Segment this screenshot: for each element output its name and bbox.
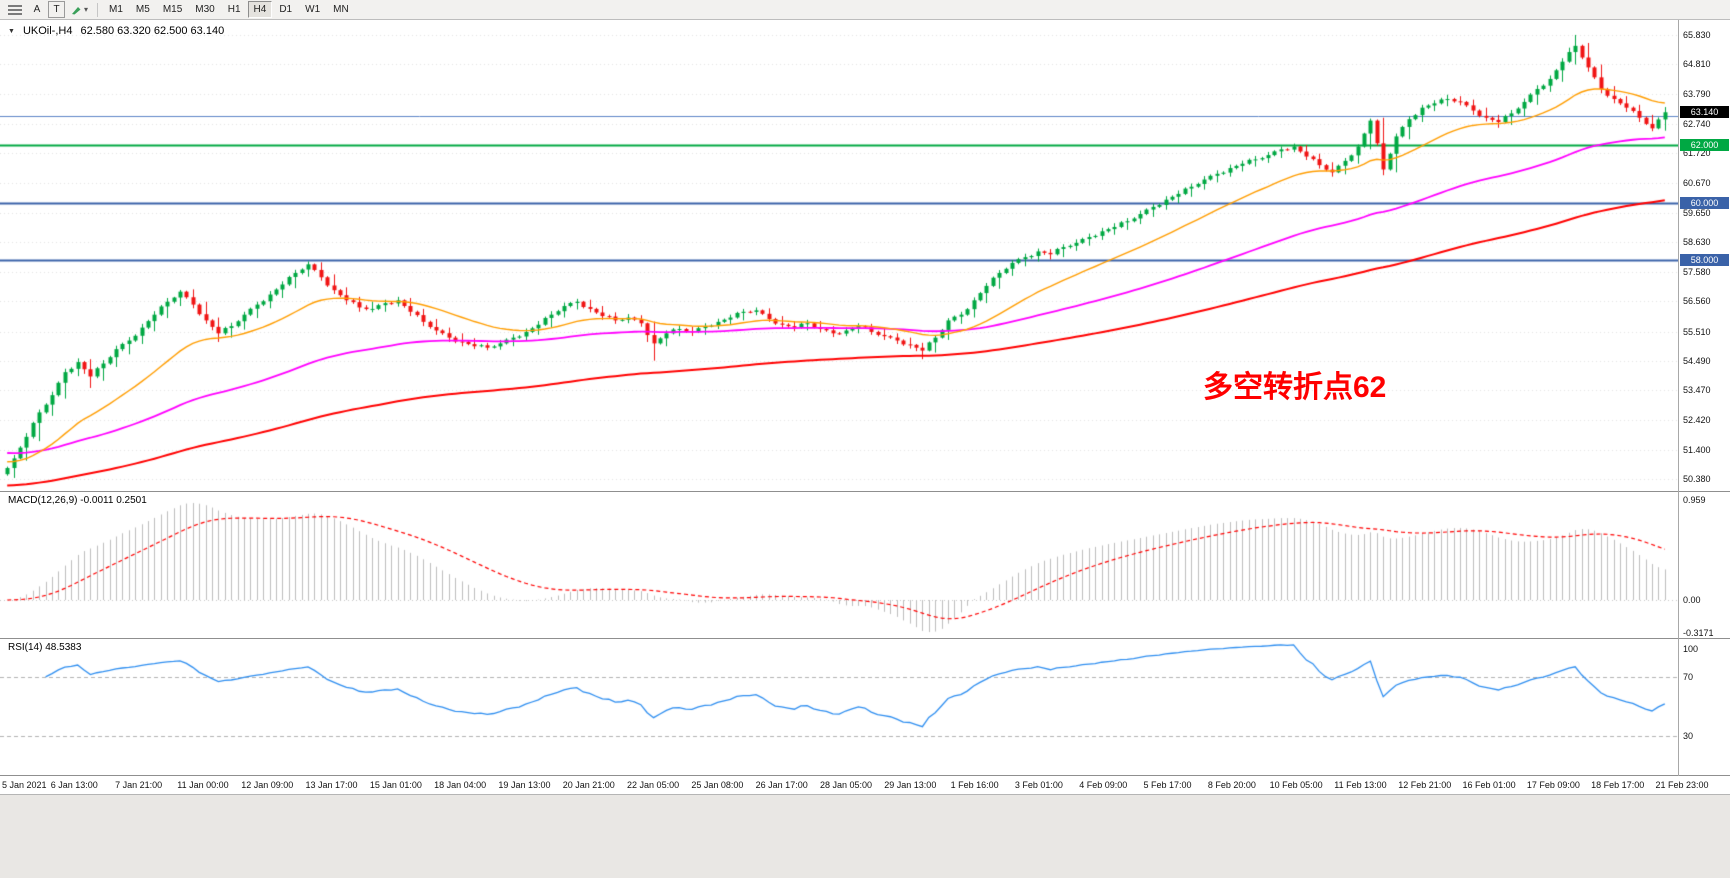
ohlc-readout: 62.580 63.320 62.500 63.140 [80, 25, 225, 37]
macd-axis-label: 0.959 [1683, 494, 1706, 505]
macd-label: MACD(12,26,9) -0.0011 0.2501 [8, 495, 147, 506]
time-axis-label: 22 Jan 05:00 [627, 780, 680, 790]
toolbar: A T ▾ M1 M5 M15 M30 H1 H4 D1 W1 MN [0, 0, 1730, 20]
time-axis-label: 11 Feb 13:00 [1334, 780, 1387, 790]
price-axis-label: 62.740 [1683, 118, 1711, 129]
time-axis-label: 12 Jan 09:00 [241, 780, 294, 790]
chart-list-icon[interactable] [4, 1, 26, 18]
price-axis-label: 55.510 [1683, 326, 1711, 337]
collapse-triangle-icon[interactable]: ▼ [8, 27, 15, 35]
timeframe-button-h1[interactable]: H1 [222, 1, 247, 18]
price-badge: 60.000 [1680, 196, 1729, 209]
price-chart-canvas[interactable] [0, 20, 1678, 491]
time-axis-label: 11 Jan 00:00 [177, 780, 229, 790]
macd-axis-label: 0.00 [1683, 595, 1701, 605]
price-badge: 62.000 [1680, 139, 1729, 152]
annotation-text: 多空转折点62 [1203, 371, 1387, 404]
timeframe-button-m30[interactable]: M30 [189, 1, 220, 18]
price-axis-label: 52.420 [1683, 415, 1711, 426]
time-axis-label: 16 Feb 01:00 [1462, 780, 1516, 790]
price-axis-label: 64.810 [1683, 59, 1711, 70]
rsi-panel[interactable]: RSI(14) 48.5383 [0, 639, 1730, 775]
time-axis-label: 10 Feb 05:00 [1269, 780, 1323, 790]
macd-panel[interactable]: MACD(12,26,9) -0.0011 0.2501 [0, 492, 1730, 638]
price-axis-label: 59.650 [1683, 207, 1711, 218]
main-price-chart-panel[interactable]: ▼ UKOil-,H4 62.580 63.320 62.500 63.140 … [0, 20, 1730, 491]
time-axis-label: 5 Jan 2021 [2, 780, 47, 790]
rsi-axis-label: 100 [1683, 644, 1699, 654]
timeframe-button-m1[interactable]: M1 [103, 1, 129, 18]
price-axis-separator [1678, 20, 1679, 776]
price-axis-label: 60.670 [1683, 178, 1711, 189]
pencil-icon [72, 6, 81, 14]
price-axis-label: 54.490 [1683, 355, 1711, 366]
symbol-timeframe-label: UKOil-,H4 [22, 25, 73, 37]
time-axis-label: 3 Feb 01:00 [1014, 780, 1063, 790]
price-axis-label: 61.720 [1683, 148, 1711, 159]
chevron-down-icon: ▾ [84, 5, 89, 14]
time-axis-label: 26 Jan 17:00 [755, 780, 808, 790]
price-axis-label: 65.830 [1683, 29, 1711, 40]
menu-lines-icon [8, 4, 22, 15]
rsi-axis-label: 30 [1683, 731, 1694, 741]
rsi-label: RSI(14) 48.5383 [8, 642, 82, 653]
timeframe-button-w1[interactable]: W1 [299, 1, 326, 18]
panel-divider[interactable] [0, 638, 1730, 639]
price-axis[interactable]: 65.830 64.810 63.790 62.740 61.720 60.670 59.6… [1680, 0, 1730, 878]
rsi-axis-label: 70 [1683, 672, 1694, 682]
price-axis-label: 53.470 [1683, 385, 1711, 396]
timeframe-button-m5[interactable]: M5 [130, 1, 156, 18]
time-axis-label: 1 Feb 16:00 [950, 780, 999, 790]
timeframe-button-d1[interactable]: D1 [273, 1, 298, 18]
time-axis-label: 18 Feb 17:00 [1591, 780, 1645, 790]
time-axis-label: 28 Jan 05:00 [819, 780, 873, 790]
timeframe-button-h4[interactable]: H4 [247, 1, 273, 18]
macd-canvas[interactable] [0, 492, 1678, 638]
time-axis-label: 25 Jan 08:00 [691, 780, 744, 790]
text-tool-button[interactable]: T [48, 1, 65, 18]
rsi-canvas[interactable] [0, 639, 1678, 775]
panel-divider[interactable] [0, 491, 1730, 492]
price-axis-label: 51.400 [1683, 444, 1711, 455]
time-axis-label: 17 Feb 09:00 [1526, 780, 1580, 790]
price-badge: 63.140 [1680, 106, 1729, 119]
time-axis-label: 8 Feb 20:00 [1207, 780, 1256, 790]
price-axis-label: 58.630 [1683, 236, 1711, 247]
panel-divider[interactable] [0, 775, 1730, 776]
price-axis-label: 56.560 [1683, 296, 1711, 307]
time-axis-label: 15 Jan 01:00 [369, 780, 422, 790]
font-a-button[interactable]: A [27, 1, 47, 18]
time-axis[interactable]: 5 Jan 2021 6 Jan 13:00 7 Jan 21:00 11 Jan 0… [0, 776, 1730, 794]
bottom-empty-area [0, 794, 1730, 878]
price-badge: 58.000 [1680, 254, 1729, 267]
price-axis-label: 63.790 [1683, 88, 1711, 99]
time-axis-label: 6 Jan 13:00 [50, 780, 98, 790]
price-axis-label: 57.580 [1683, 267, 1711, 278]
time-axis-label: 19 Jan 13:00 [498, 780, 551, 790]
time-axis-label: 5 Feb 17:00 [1143, 780, 1192, 790]
time-axis-label: 20 Jan 21:00 [562, 780, 615, 790]
timeframe-group: M1 M5 M15 M30 H1 H4 D1 W1 MN [103, 1, 355, 18]
timeframe-button-m15[interactable]: M15 [157, 1, 188, 18]
time-axis-label: 7 Jan 21:00 [115, 780, 163, 790]
toolbar-separator [97, 2, 99, 17]
time-axis-label: 29 Jan 13:00 [884, 780, 937, 790]
macd-axis-label: -0.3171 [1683, 628, 1714, 639]
time-axis-label: 18 Jan 04:00 [434, 780, 487, 790]
time-axis-label: 21 Feb 23:00 [1655, 780, 1709, 790]
chart-title: ▼ UKOil-,H4 62.580 63.320 62.500 63.140 [8, 25, 224, 37]
time-axis-label: 12 Feb 21:00 [1398, 780, 1452, 790]
time-axis-label: 4 Feb 09:00 [1079, 780, 1128, 790]
time-axis-label: 13 Jan 17:00 [305, 780, 358, 790]
price-axis-label: 50.380 [1683, 474, 1711, 485]
timeframe-button-mn[interactable]: MN [327, 1, 355, 18]
draw-tool-dropdown[interactable]: ▾ [66, 1, 92, 18]
